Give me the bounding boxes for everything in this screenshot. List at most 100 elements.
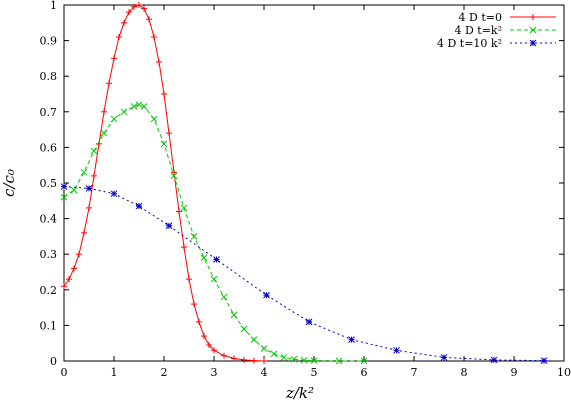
x-tick-label: 9 xyxy=(511,366,518,379)
data-point xyxy=(101,108,107,115)
data-point xyxy=(231,355,237,362)
data-point xyxy=(240,325,248,333)
data-point xyxy=(540,357,548,364)
data-point xyxy=(106,80,112,87)
x-tick-label: 5 xyxy=(311,366,318,379)
data-point xyxy=(190,233,198,240)
data-point xyxy=(66,276,72,283)
data-point xyxy=(191,301,197,308)
x-tick-label: 3 xyxy=(211,366,218,379)
data-point xyxy=(290,355,298,363)
data-point xyxy=(260,345,268,352)
y-tick-label: 0.1 xyxy=(40,319,58,332)
legend-label: 4 D t=k² xyxy=(454,24,502,37)
data-point xyxy=(146,16,152,23)
data-point xyxy=(213,256,220,263)
data-point xyxy=(80,168,88,176)
x-tick-label: 0 xyxy=(61,366,68,379)
data-point xyxy=(206,341,212,348)
data-point xyxy=(136,2,142,8)
series-line xyxy=(63,4,265,362)
data-point xyxy=(111,55,117,62)
data-point xyxy=(393,346,400,354)
y-tick-label: 0 xyxy=(50,355,57,368)
y-tick-label: 0.4 xyxy=(40,213,58,226)
data-point xyxy=(135,101,143,109)
data-point xyxy=(160,140,168,148)
series-line xyxy=(63,186,545,362)
data-point xyxy=(126,9,132,16)
data-point xyxy=(76,251,82,258)
data-point xyxy=(170,172,178,180)
data-point xyxy=(270,350,278,358)
data-point xyxy=(310,357,318,364)
series-1 xyxy=(61,2,267,364)
data-point xyxy=(261,358,267,364)
data-point xyxy=(230,311,238,319)
data-point xyxy=(161,91,167,97)
y-tick-label: 0.8 xyxy=(40,70,58,83)
series-layer xyxy=(60,2,548,365)
x-axis-label: z/k² xyxy=(285,384,314,402)
data-point xyxy=(165,222,173,230)
series-2 xyxy=(60,101,368,365)
data-point xyxy=(490,356,498,364)
x-tick-label: 2 xyxy=(161,366,168,379)
legend-label: 4 D t=10 k² xyxy=(437,37,502,50)
y-tick-label: 0.9 xyxy=(40,35,58,48)
data-point xyxy=(121,19,127,26)
legend: 4 D t=04 D t=k²4 D t=10 k² xyxy=(437,11,556,50)
data-point xyxy=(176,208,182,215)
y-axis-label: c/c₀ xyxy=(0,169,18,197)
series-line xyxy=(63,104,364,362)
data-point xyxy=(196,318,202,325)
data-point xyxy=(201,333,207,340)
data-point xyxy=(305,318,313,326)
data-point xyxy=(166,130,172,137)
data-point xyxy=(300,356,308,364)
data-point xyxy=(180,204,188,212)
legend-marker xyxy=(529,39,537,47)
data-point xyxy=(116,34,122,41)
legend-marker xyxy=(530,14,536,20)
data-point xyxy=(211,347,217,354)
data-point xyxy=(81,229,87,236)
axis-ticks: 0 1 2 3 4 5 6 7 8 9 10 0 0.1 0.2 0.3 0.4 0.5 0.6 0.7 0.8 0.9… xyxy=(40,0,571,379)
x-tick-label: 6 xyxy=(361,366,368,379)
data-point xyxy=(85,184,93,192)
data-point xyxy=(263,291,270,299)
data-point xyxy=(186,276,192,283)
data-point xyxy=(210,275,218,283)
data-point xyxy=(440,354,448,361)
data-point xyxy=(335,357,343,365)
x-tick-label: 4 xyxy=(261,366,268,379)
data-point xyxy=(251,357,257,364)
y-tick-label: 0.5 xyxy=(40,177,58,190)
data-point xyxy=(131,3,137,10)
data-point xyxy=(60,193,68,201)
x-tick-label: 10 xyxy=(557,366,571,379)
series-3 xyxy=(60,183,548,364)
data-point xyxy=(156,58,162,65)
data-point xyxy=(241,356,247,363)
legend-label: 4 D t=0 xyxy=(459,11,502,24)
data-point xyxy=(150,115,158,123)
y-tick-label: 0.2 xyxy=(40,284,58,297)
data-point xyxy=(130,103,138,110)
plot-frame xyxy=(63,4,565,362)
data-point xyxy=(110,115,118,123)
x-tick-label: 8 xyxy=(461,366,468,379)
data-point xyxy=(61,283,67,290)
data-point xyxy=(135,202,143,210)
data-point xyxy=(200,254,208,262)
data-point xyxy=(60,183,68,190)
data-point xyxy=(348,336,355,343)
data-point xyxy=(181,244,187,251)
y-tick-label: 1 xyxy=(50,0,57,12)
data-point xyxy=(151,34,157,41)
y-tick-label: 0.6 xyxy=(40,141,58,154)
data-point xyxy=(280,354,288,361)
data-point xyxy=(71,265,77,272)
data-point xyxy=(86,204,92,211)
